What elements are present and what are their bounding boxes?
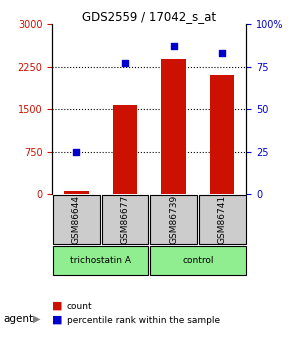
Text: trichostatin A: trichostatin A — [70, 256, 131, 265]
Text: percentile rank within the sample: percentile rank within the sample — [67, 316, 220, 325]
Title: GDS2559 / 17042_s_at: GDS2559 / 17042_s_at — [82, 10, 216, 23]
Point — [74, 149, 79, 155]
Point — [123, 60, 127, 66]
FancyBboxPatch shape — [53, 246, 148, 275]
FancyBboxPatch shape — [150, 195, 197, 244]
Text: GSM86739: GSM86739 — [169, 195, 178, 245]
FancyBboxPatch shape — [53, 195, 100, 244]
Bar — [210, 75, 234, 194]
FancyBboxPatch shape — [150, 246, 246, 275]
Bar — [64, 191, 89, 194]
Text: ▶: ▶ — [33, 314, 41, 324]
Text: GSM86677: GSM86677 — [121, 195, 130, 245]
Text: GSM86644: GSM86644 — [72, 195, 81, 244]
Bar — [162, 59, 186, 194]
Point — [220, 50, 224, 56]
Text: GSM86741: GSM86741 — [218, 195, 227, 244]
Point — [171, 43, 176, 49]
Bar — [113, 105, 137, 194]
FancyBboxPatch shape — [199, 195, 246, 244]
Text: ■: ■ — [52, 300, 63, 310]
FancyBboxPatch shape — [102, 195, 148, 244]
Text: control: control — [182, 256, 214, 265]
Text: agent: agent — [3, 314, 33, 324]
Text: count: count — [67, 302, 92, 310]
Text: ■: ■ — [52, 315, 63, 325]
